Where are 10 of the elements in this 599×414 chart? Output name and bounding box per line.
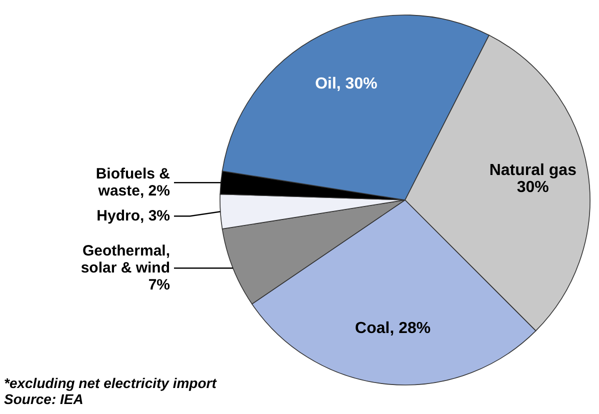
slice-label: Hydro, 3%	[96, 208, 170, 225]
text: *excluding net electricity import	[4, 375, 218, 391]
slice-label: Coal, 28%	[355, 320, 431, 338]
slice-label: Geothermal, solar & wind	[80, 242, 170, 277]
slice-label: Biofuels & waste, 2%	[96, 166, 170, 200]
data-label: 30%	[516, 179, 549, 196]
slice-label: Oil, 30%	[315, 76, 378, 93]
slice-label: Natural gas	[489, 162, 577, 180]
source-note: Source: IEA	[4, 391, 84, 407]
data-label: 7%	[148, 276, 170, 294]
